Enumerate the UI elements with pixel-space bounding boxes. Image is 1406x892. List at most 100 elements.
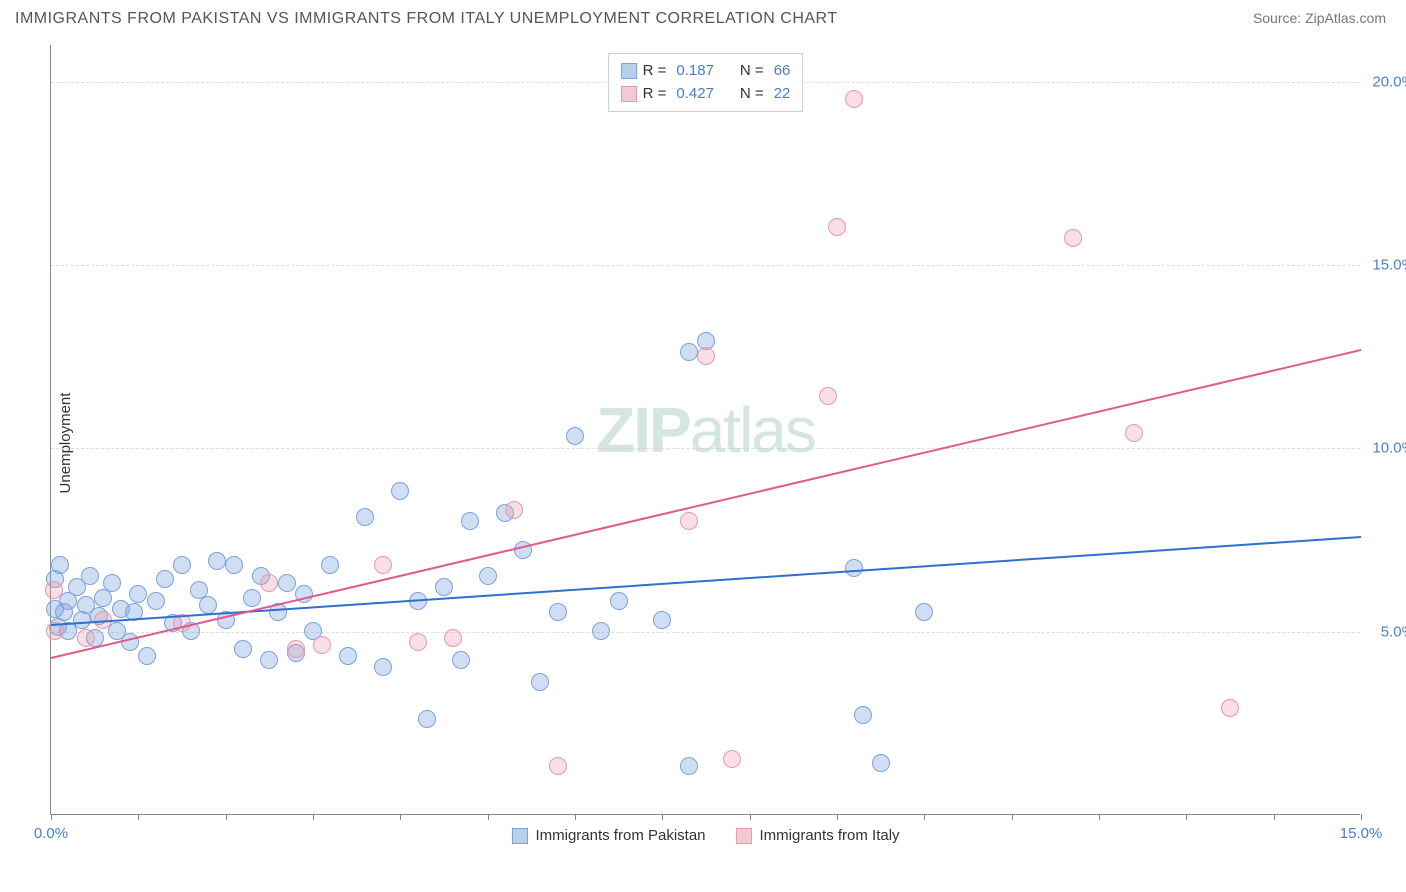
x-tick bbox=[400, 814, 401, 820]
x-tick bbox=[837, 814, 838, 820]
gridline bbox=[51, 632, 1360, 633]
watermark-bold: ZIP bbox=[596, 394, 690, 466]
data-point bbox=[339, 647, 357, 665]
data-point bbox=[156, 570, 174, 588]
data-point bbox=[260, 651, 278, 669]
r-value-pakistan: 0.187 bbox=[676, 60, 714, 83]
data-point bbox=[260, 574, 278, 592]
data-point bbox=[418, 710, 436, 728]
series-legend: Immigrants from Pakistan Immigrants from… bbox=[511, 827, 899, 844]
x-tick-label: 15.0% bbox=[1340, 825, 1383, 842]
data-point bbox=[435, 578, 453, 596]
data-point bbox=[173, 556, 191, 574]
data-point bbox=[391, 482, 409, 500]
stats-row-pakistan: R = 0.187 N = 66 bbox=[621, 60, 791, 83]
data-point bbox=[103, 574, 121, 592]
data-point bbox=[1064, 229, 1082, 247]
data-point bbox=[444, 629, 462, 647]
gridline bbox=[51, 448, 1360, 449]
watermark: ZIPatlas bbox=[596, 393, 815, 467]
y-tick-label: 5.0% bbox=[1381, 623, 1406, 640]
legend-item-italy: Immigrants from Italy bbox=[736, 827, 900, 844]
source-label: Source: bbox=[1253, 10, 1305, 26]
y-tick-label: 15.0% bbox=[1372, 257, 1406, 274]
x-tick bbox=[750, 814, 751, 820]
swatch-pakistan bbox=[511, 828, 527, 844]
x-tick bbox=[1012, 814, 1013, 820]
swatch-italy bbox=[621, 86, 637, 102]
n-value-italy: 22 bbox=[774, 83, 791, 106]
data-point bbox=[845, 90, 863, 108]
swatch-italy bbox=[736, 828, 752, 844]
chart-title: IMMIGRANTS FROM PAKISTAN VS IMMIGRANTS F… bbox=[15, 10, 838, 28]
x-tick bbox=[313, 814, 314, 820]
x-tick bbox=[1361, 814, 1362, 820]
x-tick bbox=[138, 814, 139, 820]
legend-label-pakistan: Immigrants from Pakistan bbox=[535, 827, 705, 844]
data-point bbox=[680, 757, 698, 775]
data-point bbox=[208, 552, 226, 570]
data-point bbox=[566, 427, 584, 445]
data-point bbox=[45, 581, 63, 599]
n-value-pakistan: 66 bbox=[774, 60, 791, 83]
data-point bbox=[225, 556, 243, 574]
data-point bbox=[723, 750, 741, 768]
data-point bbox=[819, 387, 837, 405]
swatch-pakistan bbox=[621, 63, 637, 79]
data-point bbox=[77, 629, 95, 647]
data-point bbox=[243, 589, 261, 607]
r-label: R = bbox=[643, 83, 667, 106]
data-point bbox=[147, 592, 165, 610]
y-tick-label: 20.0% bbox=[1372, 73, 1406, 90]
x-tick bbox=[1099, 814, 1100, 820]
data-point bbox=[321, 556, 339, 574]
x-tick bbox=[662, 814, 663, 820]
x-tick bbox=[51, 814, 52, 820]
data-point bbox=[915, 603, 933, 621]
r-value-italy: 0.427 bbox=[676, 83, 714, 106]
x-tick bbox=[575, 814, 576, 820]
gridline bbox=[51, 265, 1360, 266]
x-tick-label: 0.0% bbox=[34, 825, 68, 842]
source-name: ZipAtlas.com bbox=[1305, 10, 1386, 26]
data-point bbox=[479, 567, 497, 585]
data-point bbox=[234, 640, 252, 658]
data-point bbox=[461, 512, 479, 530]
data-point bbox=[374, 658, 392, 676]
data-point bbox=[287, 640, 305, 658]
watermark-light: atlas bbox=[690, 394, 815, 466]
data-point bbox=[549, 603, 567, 621]
data-point bbox=[81, 567, 99, 585]
x-tick bbox=[488, 814, 489, 820]
data-point bbox=[199, 596, 217, 614]
x-tick bbox=[1274, 814, 1275, 820]
r-label: R = bbox=[643, 60, 667, 83]
data-point bbox=[278, 574, 296, 592]
n-label: N = bbox=[740, 83, 764, 106]
y-tick-label: 10.0% bbox=[1372, 440, 1406, 457]
data-point bbox=[854, 706, 872, 724]
data-point bbox=[138, 647, 156, 665]
source-attribution: Source: ZipAtlas.com bbox=[1253, 10, 1386, 26]
data-point bbox=[129, 585, 147, 603]
data-point bbox=[313, 636, 331, 654]
data-point bbox=[531, 673, 549, 691]
x-tick bbox=[1186, 814, 1187, 820]
data-point bbox=[505, 501, 523, 519]
data-point bbox=[409, 633, 427, 651]
plot-area: ZIPatlas R = 0.187 N = 66 R = 0.427 N = … bbox=[50, 45, 1360, 815]
x-tick bbox=[924, 814, 925, 820]
stats-row-italy: R = 0.427 N = 22 bbox=[621, 83, 791, 106]
data-point bbox=[592, 622, 610, 640]
data-point bbox=[452, 651, 470, 669]
chart-container: Unemployment ZIPatlas R = 0.187 N = 66 R… bbox=[50, 45, 1385, 840]
data-point bbox=[610, 592, 628, 610]
data-point bbox=[374, 556, 392, 574]
data-point bbox=[680, 512, 698, 530]
legend-label-italy: Immigrants from Italy bbox=[760, 827, 900, 844]
stats-legend: R = 0.187 N = 66 R = 0.427 N = 22 bbox=[608, 53, 804, 112]
data-point bbox=[872, 754, 890, 772]
legend-item-pakistan: Immigrants from Pakistan bbox=[511, 827, 705, 844]
data-point bbox=[1221, 699, 1239, 717]
data-point bbox=[653, 611, 671, 629]
